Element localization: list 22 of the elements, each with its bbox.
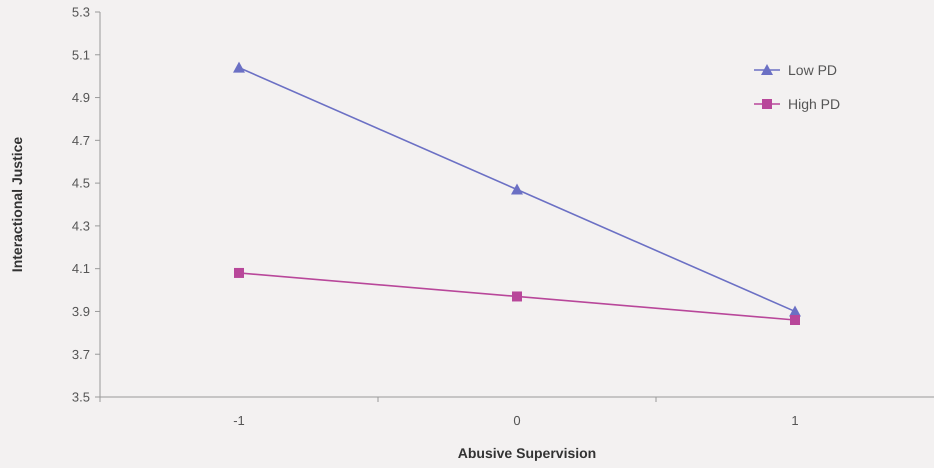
y-tick-label: 4.7 <box>72 132 90 148</box>
point <box>511 184 523 195</box>
x-tick-label: 0 <box>513 413 521 428</box>
x-tick-label: 1 <box>791 413 799 428</box>
y-tick-label: 4.3 <box>72 218 90 234</box>
legend-label: High PD <box>788 96 840 112</box>
y-tick-label: 3.9 <box>72 304 90 319</box>
y-tick-label: 5.1 <box>72 47 90 62</box>
point <box>234 268 244 278</box>
y-tick-label: 4.9 <box>72 90 90 106</box>
x-tick-label: -1 <box>233 413 245 428</box>
point <box>790 315 800 325</box>
y-tick-label: 5.3 <box>72 4 90 20</box>
point <box>512 291 522 302</box>
y-tick-label: 3.5 <box>72 390 90 405</box>
point <box>233 62 245 73</box>
y-axis-title: Interactional Justice <box>9 136 25 272</box>
y-tick-label: 3.7 <box>72 346 90 362</box>
y-tick-label: 4.1 <box>72 261 90 276</box>
legend-label: Low PD <box>788 62 838 78</box>
x-axis-title: Abusive Supervision <box>458 445 596 461</box>
y-tick-label: 4.5 <box>72 176 90 191</box>
